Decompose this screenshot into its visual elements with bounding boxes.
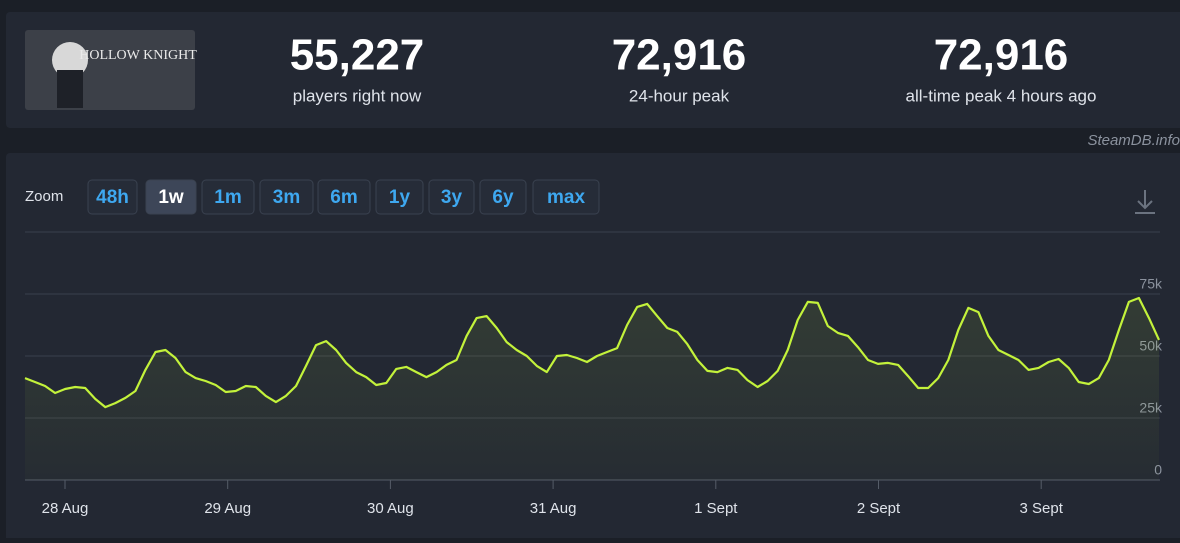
x-tick-label: 28 Aug bbox=[42, 500, 89, 517]
zoom-button-label[interactable]: 1y bbox=[389, 187, 411, 208]
zoom-button-label[interactable]: 6m bbox=[330, 187, 357, 208]
zoom-button[interactable] bbox=[532, 179, 600, 215]
y-tick-label: 75k bbox=[1139, 276, 1163, 292]
zoom-button-label[interactable]: 1m bbox=[214, 187, 241, 208]
zoom-button-label[interactable]: 6y bbox=[492, 187, 514, 208]
zoom-button[interactable] bbox=[479, 179, 527, 215]
capsule-title: HOLLOW KNIGHT bbox=[79, 48, 197, 63]
stat-value: 72,916 bbox=[612, 31, 747, 80]
zoom-button[interactable] bbox=[428, 179, 475, 215]
zoom-button[interactable] bbox=[145, 179, 197, 215]
stat-label: 24-hour peak bbox=[629, 86, 730, 105]
zoom-button-label[interactable]: 1w bbox=[158, 187, 184, 208]
area-fill bbox=[25, 298, 1159, 480]
zoom-button[interactable] bbox=[317, 179, 371, 215]
stat-label: players right now bbox=[293, 86, 422, 105]
icon-stroke bbox=[1137, 200, 1153, 210]
x-tick-label: 30 Aug bbox=[367, 500, 414, 517]
x-tick-label: 2 Sept bbox=[857, 500, 901, 517]
download-icon[interactable] bbox=[1135, 190, 1155, 214]
zoom-button[interactable] bbox=[375, 179, 424, 215]
game-capsule[interactable] bbox=[25, 30, 195, 110]
zoom-button[interactable] bbox=[259, 179, 314, 215]
zoom-button[interactable] bbox=[87, 179, 138, 215]
credit[interactable]: SteamDB.info bbox=[1087, 132, 1180, 149]
stats-panel bbox=[6, 12, 1180, 128]
zoom-button-label[interactable]: 3y bbox=[441, 187, 463, 208]
zoom-label: Zoom bbox=[25, 188, 63, 205]
x-tick-label: 29 Aug bbox=[204, 500, 251, 517]
capsule-art bbox=[52, 42, 88, 78]
x-tick-label: 3 Sept bbox=[1020, 500, 1064, 517]
capsule-art bbox=[57, 70, 83, 108]
stat-label: all-time peak 4 hours ago bbox=[906, 86, 1097, 105]
zoom-buttons: 48h 1w 1m 3m 6m 1y 3y 6y max bbox=[87, 179, 600, 215]
stat-value: 55,227 bbox=[290, 31, 425, 80]
zoom-button-label[interactable]: 48h bbox=[96, 187, 129, 208]
x-tick-label: 1 Sept bbox=[694, 500, 738, 517]
zoom-button-label[interactable]: 3m bbox=[273, 187, 300, 208]
x-tick-label: 31 Aug bbox=[530, 500, 577, 517]
zoom-button-label[interactable]: max bbox=[547, 187, 585, 208]
series-line bbox=[24, 296, 1160, 409]
zoom-button[interactable] bbox=[201, 179, 255, 215]
stat-value: 72,916 bbox=[934, 31, 1069, 80]
